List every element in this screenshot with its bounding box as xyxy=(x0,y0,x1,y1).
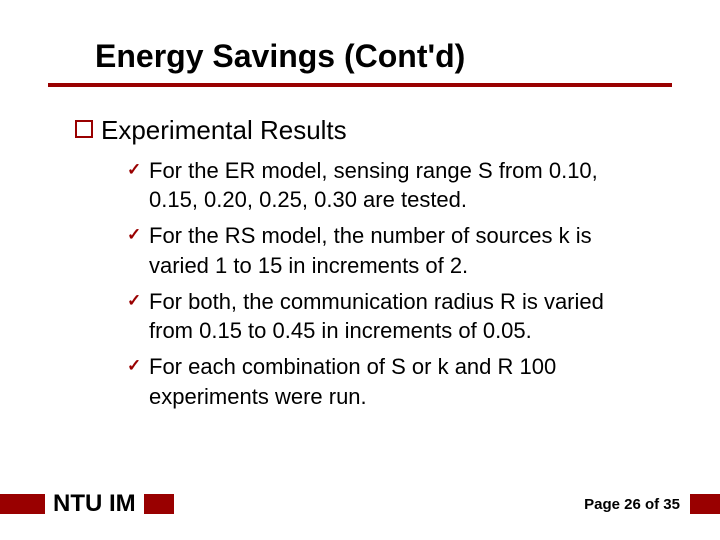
footer-accent-right xyxy=(690,494,720,514)
footer: NTU IM Page 26 of 35 xyxy=(0,490,720,518)
footer-accent-left xyxy=(0,494,45,514)
list-item: ✓ For the ER model, sensing range S from… xyxy=(127,156,650,215)
footer-accent-mid xyxy=(144,494,174,514)
page-number: Page 26 of 35 xyxy=(584,496,680,513)
item-text: For the RS model, the number of sources … xyxy=(149,221,650,280)
check-icon: ✓ xyxy=(127,156,149,182)
item-text: For the ER model, sensing range S from 0… xyxy=(149,156,650,215)
slide-title: Energy Savings (Cont'd) xyxy=(95,38,660,75)
item-list: ✓ For the ER model, sensing range S from… xyxy=(75,156,660,412)
square-bullet-icon xyxy=(75,120,93,138)
item-text: For both, the communication radius R is … xyxy=(149,287,650,346)
footer-org: NTU IM xyxy=(53,490,136,518)
list-item: ✓ For the RS model, the number of source… xyxy=(127,221,650,280)
section-label: Experimental Results xyxy=(101,115,347,146)
item-text: For each combination of S or k and R 100… xyxy=(149,352,650,411)
title-area: Energy Savings (Cont'd) xyxy=(0,0,720,75)
slide: Energy Savings (Cont'd) Experimental Res… xyxy=(0,0,720,540)
check-icon: ✓ xyxy=(127,352,149,378)
list-item: ✓ For each combination of S or k and R 1… xyxy=(127,352,650,411)
check-icon: ✓ xyxy=(127,221,149,247)
content-area: Experimental Results ✓ For the ER model,… xyxy=(0,87,720,412)
list-item: ✓ For both, the communication radius R i… xyxy=(127,287,650,346)
section-heading: Experimental Results xyxy=(75,115,660,146)
check-icon: ✓ xyxy=(127,287,149,313)
